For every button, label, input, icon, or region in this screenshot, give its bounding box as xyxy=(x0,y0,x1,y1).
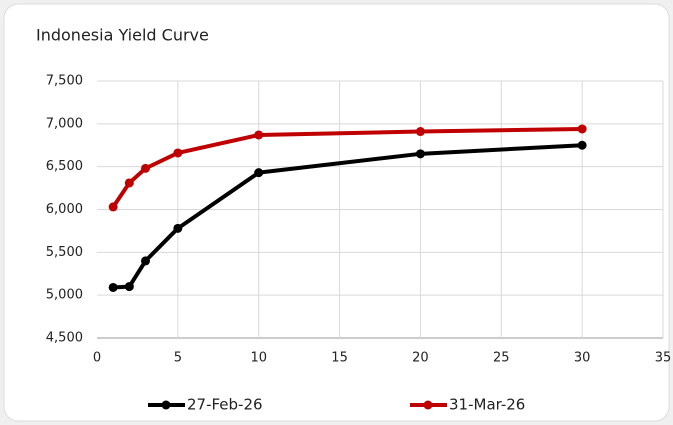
point xyxy=(124,178,134,188)
point xyxy=(254,168,264,178)
y-tick-label: 6,500 xyxy=(46,159,83,174)
x-tick-label: 0 xyxy=(93,351,101,366)
point xyxy=(141,256,151,266)
point xyxy=(141,163,151,173)
legend-label: 31-Mar-26 xyxy=(449,396,525,414)
point xyxy=(173,223,183,233)
y-tick-label: 4,500 xyxy=(46,331,83,346)
y-tick-label: 7,500 xyxy=(46,74,83,89)
x-tick-label: 15 xyxy=(331,351,348,366)
point xyxy=(415,127,425,137)
legend-marker xyxy=(423,400,433,410)
x-tick-label: 20 xyxy=(412,351,429,366)
y-tick-label: 6,000 xyxy=(46,202,83,217)
point xyxy=(577,124,587,134)
card xyxy=(3,3,670,422)
x-tick-label: 5 xyxy=(174,351,182,366)
y-tick-label: 5,000 xyxy=(46,288,83,303)
point xyxy=(108,282,118,292)
y-tick-label: 7,000 xyxy=(46,116,83,131)
legend-marker xyxy=(161,400,171,410)
legend-label: 27-Feb-26 xyxy=(187,396,263,414)
x-tick-label: 25 xyxy=(493,351,510,366)
point xyxy=(577,140,587,150)
point xyxy=(173,148,183,158)
point xyxy=(415,149,425,159)
point xyxy=(124,282,134,292)
y-tick-label: 5,500 xyxy=(46,245,83,260)
x-tick-label: 10 xyxy=(250,351,267,366)
point xyxy=(254,130,264,140)
point xyxy=(108,202,118,212)
x-tick-label: 35 xyxy=(655,351,672,366)
chart-title: Indonesia Yield Curve xyxy=(36,26,209,45)
x-tick-label: 30 xyxy=(574,351,591,366)
